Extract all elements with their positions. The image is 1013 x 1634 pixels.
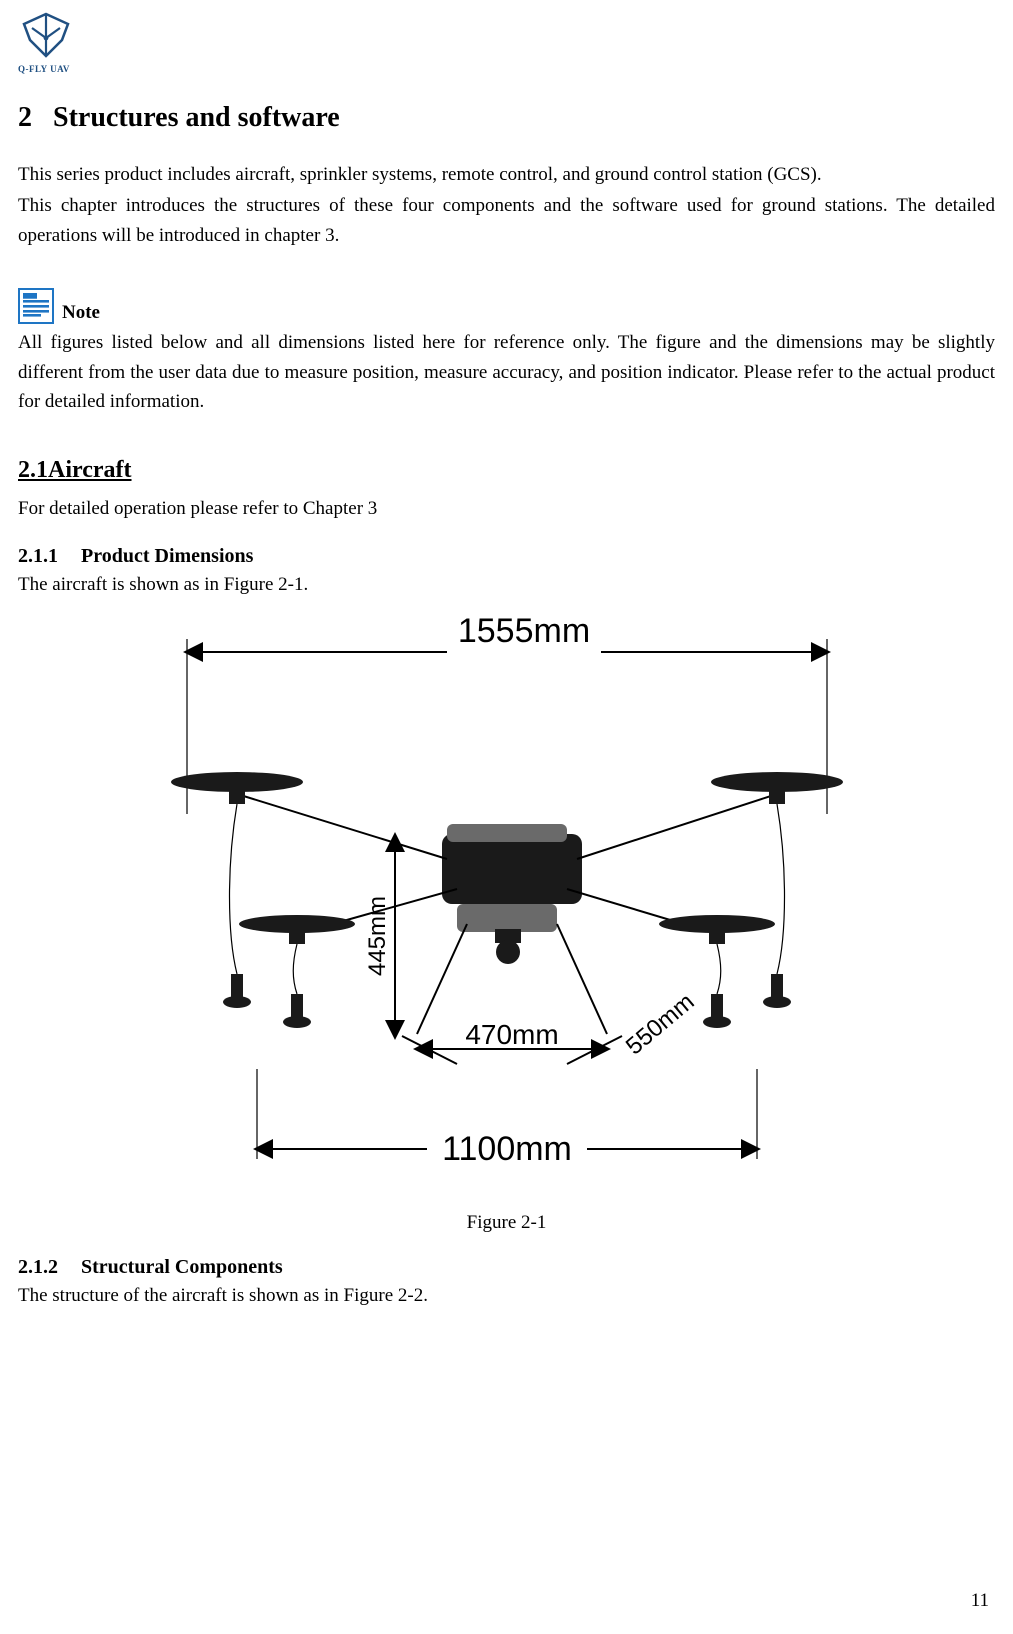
intro-paragraph-1: This series product includes aircraft, s… xyxy=(18,160,995,189)
section-number: 2 xyxy=(18,102,46,134)
note-body: All figures listed below and all dimensi… xyxy=(18,328,995,416)
subsubsection-heading-2-1-1: 2.1.1 Product Dimensions xyxy=(18,545,995,568)
brand-name: Q-FLY UAV xyxy=(18,64,995,74)
note-label: Note xyxy=(62,302,100,324)
p-2-1-1: The aircraft is shown as in Figure 2-1. xyxy=(18,570,995,599)
heading-number-2-1-1: 2.1.1 xyxy=(18,545,58,568)
heading-title-2-1-1: Product Dimensions xyxy=(81,545,253,567)
section-heading-2: 2 Structures and software xyxy=(18,102,995,134)
p-2-1-2: The structure of the aircraft is shown a… xyxy=(18,1281,995,1310)
dim-leg-diag: 550mm xyxy=(620,988,699,1060)
heading-number-2-1-2: 2.1.2 xyxy=(18,1256,58,1279)
intro-paragraph-2: This chapter introduces the structures o… xyxy=(18,191,995,250)
subsubsection-heading-2-1-2: 2.1.2 Structural Components xyxy=(18,1256,995,1279)
dim-top: 1555mm xyxy=(457,612,589,650)
note-header: Note xyxy=(18,288,995,324)
heading-title-2-1-2: Structural Components xyxy=(81,1256,283,1278)
subsection-heading-2-1: 2.1Aircraft xyxy=(18,457,995,484)
section-title: Structures and software xyxy=(53,102,340,133)
note-icon xyxy=(18,288,54,324)
dim-height: 445mm xyxy=(364,895,391,975)
figure-caption: Figure 2-1 xyxy=(147,1212,867,1234)
brand-logo-block: Q-FLY UAV xyxy=(18,10,995,74)
dim-bottom: 1100mm xyxy=(442,1130,572,1168)
p-2-1: For detailed operation please refer to C… xyxy=(18,494,995,523)
dim-leg-inner: 470mm xyxy=(465,1019,558,1050)
page-number: 11 xyxy=(971,1590,989,1612)
qfly-logo-icon xyxy=(18,10,74,66)
figure-2-1: 1555mm xyxy=(147,604,867,1234)
drone-dimensions-diagram: 1555mm xyxy=(147,604,867,1204)
